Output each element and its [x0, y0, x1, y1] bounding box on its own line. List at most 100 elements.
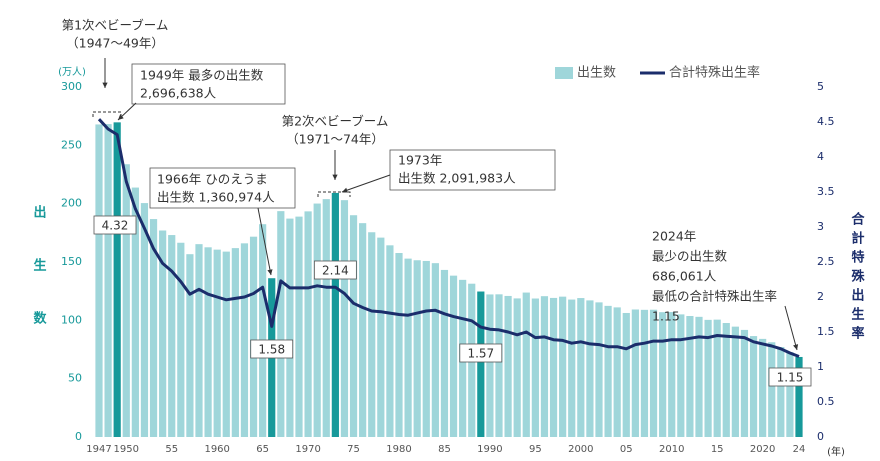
bar	[613, 307, 621, 437]
y2-tick-label: 0	[817, 430, 824, 443]
bar	[604, 305, 612, 437]
y-tick-label: 200	[61, 197, 82, 210]
annotation-box	[149, 167, 296, 209]
bar	[449, 275, 458, 437]
x-tick-label: 1970	[295, 444, 320, 455]
value-label-box	[768, 367, 812, 387]
bar	[386, 245, 394, 437]
bar	[122, 164, 130, 437]
annotation: 1.15	[652, 309, 680, 324]
x-tick-label: 75	[347, 444, 360, 455]
y2-tick-label: 4.5	[817, 115, 835, 128]
annotation: （1947～49年）	[66, 36, 164, 51]
y2-tick-label: 0.5	[817, 395, 835, 408]
bar	[677, 314, 685, 437]
annotation: 出生数 1,360,974人	[157, 190, 275, 205]
x-tick-label: 2010	[659, 444, 684, 455]
annotation: 2,696,638人	[140, 86, 217, 101]
x-tick-label: 1960	[204, 444, 229, 455]
bar	[259, 224, 267, 437]
y2-tick-label: 3.5	[817, 185, 835, 198]
annotation: 出生数 2,091,983人	[398, 171, 516, 186]
bar	[204, 247, 212, 437]
bar	[531, 298, 539, 437]
arrow-head	[793, 344, 799, 350]
y-tick-label: 250	[61, 138, 82, 151]
bar	[222, 251, 230, 437]
y2-axis-label: 合計特殊出生率	[849, 211, 865, 345]
bar	[286, 218, 294, 437]
bar	[731, 326, 739, 437]
bar	[413, 260, 421, 437]
bar	[668, 312, 676, 437]
bracket	[317, 191, 351, 197]
legend-label: 合計特殊出生率	[669, 65, 760, 81]
bar	[404, 258, 412, 437]
value-label: 1.57	[467, 347, 494, 361]
line	[97, 118, 800, 358]
value-label: 4.32	[102, 219, 129, 233]
value-label-box	[250, 339, 294, 359]
bar	[486, 294, 494, 437]
value-label-box	[459, 343, 503, 363]
bar	[749, 336, 758, 437]
y2-tick-label: 2.5	[817, 255, 835, 268]
bar	[422, 260, 430, 437]
bar	[131, 187, 139, 437]
bar	[440, 269, 449, 437]
value-label-box	[93, 215, 137, 235]
arrow-head	[267, 269, 273, 275]
x-tick-label: 05	[620, 444, 633, 455]
bar	[377, 237, 385, 437]
x-tick-label: 55	[165, 444, 178, 455]
bar	[395, 253, 403, 437]
bar	[777, 347, 785, 437]
bar	[540, 296, 549, 437]
x-tick-label: 95	[529, 444, 542, 455]
y-tick-label: 150	[61, 255, 82, 268]
x-tick-label: 65	[256, 444, 269, 455]
annotation-box	[389, 149, 556, 191]
y2-tick-label: 2	[817, 290, 824, 303]
annotation: 2024年	[652, 229, 696, 244]
bar	[695, 316, 703, 437]
bar	[659, 312, 667, 437]
annotation: （1971～74年）	[286, 132, 384, 147]
bar	[559, 296, 567, 437]
bar	[195, 244, 203, 437]
bar	[631, 309, 639, 437]
bar	[249, 236, 258, 437]
bar	[759, 338, 767, 437]
bar	[640, 309, 649, 437]
annotation-box	[131, 63, 286, 105]
bar	[331, 192, 339, 437]
bracket	[92, 111, 122, 117]
y2-tick-label: 4	[817, 150, 824, 163]
value-label: 2.14	[322, 264, 349, 278]
bar	[686, 316, 694, 437]
x-tick-label: 1990	[477, 444, 502, 455]
bar	[795, 356, 803, 437]
x-tick-label: 24	[793, 444, 806, 455]
y-tick-label: 100	[61, 313, 82, 326]
bar	[704, 319, 712, 437]
bar	[295, 216, 303, 437]
bar	[313, 203, 321, 437]
value-label-box	[313, 260, 357, 280]
bar	[586, 300, 594, 437]
bar	[304, 211, 312, 437]
x-tick-label: 15	[711, 444, 724, 455]
bar	[495, 294, 503, 437]
bar	[477, 291, 485, 437]
bar	[649, 309, 658, 437]
arrow-head	[342, 187, 348, 193]
x-tick-label: 2020	[750, 444, 775, 455]
y-axis-label: 出生数	[31, 204, 47, 364]
bar	[277, 211, 285, 437]
x-tick-label: 2000	[568, 444, 593, 455]
bar	[340, 200, 349, 437]
annotation-arrow	[257, 207, 272, 276]
annotation: 第1次ベビーブーム	[62, 18, 169, 33]
annotation: 1973年	[398, 153, 442, 168]
